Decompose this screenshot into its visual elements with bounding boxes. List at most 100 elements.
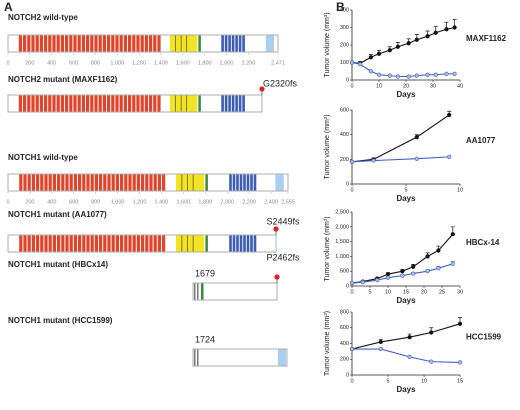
- egf-repeat: [144, 35, 148, 52]
- ankyrin: [231, 95, 235, 112]
- egf-repeat: [157, 174, 161, 191]
- egf-repeat: [157, 95, 161, 112]
- ankyrin: [221, 95, 224, 112]
- egf-repeat: [111, 35, 115, 52]
- axis-tick-label: 1,600: [176, 199, 190, 205]
- x-tick-label: 5: [404, 187, 407, 193]
- egf-repeat: [39, 95, 43, 112]
- egf-repeat: [149, 35, 153, 52]
- axis-tick-label: 1,200: [133, 199, 147, 205]
- egf-repeat: [78, 174, 82, 191]
- egf-repeat: [128, 95, 132, 112]
- axis-tick-label: 2,200: [242, 199, 256, 205]
- data-point: [444, 27, 449, 32]
- axis-tick-label: 1,400: [154, 60, 168, 66]
- egf-repeat: [132, 174, 136, 191]
- y-tick-label: 400: [340, 132, 349, 138]
- axis-tick-label: 1,600: [176, 60, 190, 66]
- data-point: [375, 277, 380, 283]
- data-point: [385, 272, 391, 277]
- mutation-marker: [259, 86, 265, 92]
- data-point: [400, 273, 405, 278]
- tm-domain: [205, 174, 208, 191]
- y-axis-title: Tumor volume (mm³): [324, 114, 331, 179]
- egf-repeat: [77, 35, 81, 52]
- egf-repeat: [136, 235, 140, 252]
- egf-repeat: [115, 174, 119, 191]
- x-tick-label: 5: [386, 378, 389, 384]
- data-point: [358, 62, 363, 67]
- y-tick-label: 1,000: [335, 254, 349, 260]
- egf-repeat: [132, 35, 136, 52]
- axis-tick-label: 1,800: [198, 199, 212, 205]
- y-tick-label: 1,500: [335, 239, 349, 245]
- x-tick-label: 40: [457, 83, 463, 89]
- egf-repeat: [145, 235, 149, 252]
- ankyrin: [231, 35, 235, 52]
- egf-repeat: [140, 95, 144, 112]
- pest-domain: [265, 35, 274, 52]
- egf-repeat: [128, 235, 132, 252]
- series-line: [351, 323, 461, 350]
- track-label: NOTCH1 mutant (HCC1599): [8, 316, 113, 325]
- y-tick-label: 200: [340, 157, 349, 163]
- track-label: NOTCH2 mutant (MAXF1162): [8, 75, 118, 84]
- domain-line: [192, 174, 194, 191]
- pest-domain: [278, 349, 286, 366]
- ankyrin: [238, 35, 242, 52]
- y-tick-label: 0: [346, 372, 349, 378]
- data-point: [414, 135, 419, 140]
- axis-tick-label: 600: [69, 199, 78, 205]
- y-tick-label: 400: [340, 7, 349, 13]
- domain-line: [192, 235, 194, 252]
- data-point: [452, 71, 457, 76]
- egf-repeat: [44, 174, 48, 191]
- egf-repeat: [31, 35, 35, 52]
- y-tick-label: 200: [340, 42, 349, 48]
- ankyrin: [235, 35, 238, 52]
- egf-repeat: [157, 35, 161, 52]
- series-line: [351, 26, 455, 64]
- egf-repeat: [94, 174, 98, 191]
- track-label: NOTCH1 wild-type: [8, 153, 78, 162]
- egf-repeat: [69, 174, 73, 191]
- axis-tick-label: 400: [47, 199, 56, 205]
- egf-repeat: [128, 35, 132, 52]
- series-line: [351, 61, 455, 78]
- egf-repeat: [132, 95, 136, 112]
- egf-repeat: [44, 95, 48, 112]
- data-point: [378, 346, 383, 352]
- egf-repeat: [102, 35, 106, 52]
- x-axis-title: Days: [396, 194, 416, 203]
- egf-repeat: [78, 235, 82, 252]
- egf-repeat: [56, 35, 60, 52]
- y-tick-label: 0: [346, 77, 349, 83]
- tm-domain: [198, 35, 201, 52]
- egf-repeat: [103, 235, 107, 252]
- ankyrin: [224, 95, 228, 112]
- axis-tick-label: 200: [25, 199, 34, 205]
- egf-repeat: [111, 174, 115, 191]
- y-tick-label: 2,500: [335, 209, 349, 215]
- axis-tick-label: 800: [91, 199, 100, 205]
- egf-repeat: [65, 235, 69, 252]
- y-axis-title: Tumor volume (mm³): [324, 216, 331, 281]
- domain-line: [180, 95, 182, 112]
- egf-repeat: [149, 235, 153, 252]
- egf-repeat: [19, 235, 23, 252]
- data-point: [452, 25, 457, 30]
- tm-domain: [201, 283, 204, 300]
- y-tick-label: 500: [340, 269, 349, 275]
- egf-repeat: [86, 174, 90, 191]
- egf-repeat: [153, 235, 157, 252]
- egf-repeat: [98, 95, 102, 112]
- egf-repeat: [90, 174, 94, 191]
- data-point: [425, 34, 430, 39]
- x-tick-label: 0: [350, 83, 353, 89]
- data-point: [387, 48, 392, 53]
- domain-line: [175, 95, 176, 112]
- egf-repeat: [82, 174, 86, 191]
- data-point: [395, 44, 401, 49]
- egf-repeat: [23, 235, 27, 252]
